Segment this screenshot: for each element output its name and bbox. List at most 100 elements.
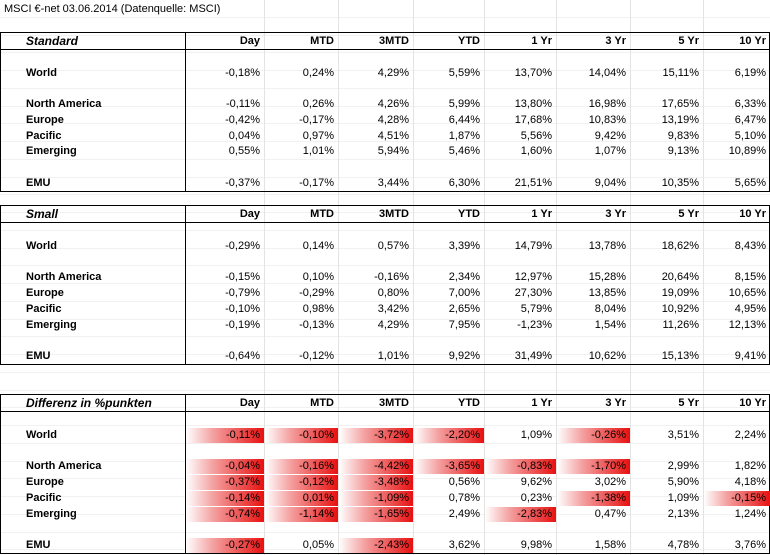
value-cell: 1,01% [377, 350, 409, 362]
value-cell: 9,04% [594, 176, 626, 189]
value-cell: 8,15% [734, 271, 766, 284]
value-cell: 1,01% [302, 145, 334, 158]
row-label: Europe [26, 476, 64, 488]
highlighted-cell: -2,20% [414, 427, 484, 443]
value-cell: 5,79% [520, 302, 552, 315]
column-header: 10 Yr [739, 35, 766, 47]
value-cell: -0,18% [225, 66, 260, 79]
value-cell: 1,24% [734, 507, 766, 520]
value-cell: 14,79% [514, 239, 552, 252]
value-cell: 9,13% [667, 145, 699, 158]
value-cell: -0,16% [374, 271, 409, 284]
value-cell: 5,10% [734, 129, 766, 142]
row-label: Europe [26, 287, 64, 299]
value-cell: 7,00% [448, 287, 480, 299]
value-cell: 3,76% [734, 539, 766, 551]
value-cell: -0,64% [225, 350, 260, 362]
value-cell: 0,47% [594, 507, 626, 520]
value-cell: 21,51% [514, 176, 552, 189]
value-cell: 6,47% [734, 113, 766, 126]
column-header: 3MTD [379, 35, 409, 47]
header-rule [0, 222, 770, 224]
column-header: YTD [458, 35, 480, 47]
value-cell: 5,99% [448, 98, 480, 110]
value-cell: 9,83% [667, 129, 699, 142]
highlighted-cell: -0,16% [265, 459, 338, 475]
row-label: North America [26, 98, 102, 110]
column-header: MTD [310, 35, 334, 47]
column-divider [185, 32, 186, 192]
column-header: Day [239, 35, 260, 47]
highlighted-cell: -3,48% [339, 475, 413, 490]
value-cell: 8,04% [594, 302, 626, 315]
value-cell: 6,33% [734, 98, 766, 110]
value-cell: 17,68% [514, 113, 552, 126]
row-label: World [26, 428, 57, 441]
value-cell: 0,26% [302, 98, 334, 110]
highlighted-cell: -1,09% [339, 490, 413, 506]
row-label: Europe [26, 113, 64, 126]
value-cell: 3,44% [377, 176, 409, 189]
value-cell: 3,51% [667, 428, 699, 441]
value-cell: 10,92% [661, 302, 699, 315]
highlighted-cell: -2,83% [485, 506, 556, 522]
row-label: Emerging [26, 318, 77, 331]
value-cell: 3,39% [448, 239, 480, 252]
highlighted-cell: -1,70% [557, 459, 630, 475]
column-header: 5 Yr [678, 397, 699, 410]
value-cell: 15,28% [588, 271, 626, 284]
column-header: 1 Yr [531, 35, 552, 47]
column-header: 1 Yr [531, 397, 552, 410]
value-cell: 5,56% [520, 129, 552, 142]
value-cell: 0,55% [228, 145, 260, 158]
column-header: 3 Yr [605, 397, 626, 410]
value-cell: -0,12% [299, 350, 334, 362]
value-cell: 17,65% [661, 98, 699, 110]
section-label: Differenz in %punkten [26, 396, 152, 411]
value-cell: 0,04% [228, 129, 260, 142]
value-cell: 15,13% [661, 350, 699, 362]
value-cell: 1,58% [594, 539, 626, 551]
highlighted-cell: -0,83% [485, 459, 556, 475]
value-cell: 1,09% [520, 428, 552, 441]
column-header: Day [239, 397, 260, 410]
value-cell: 0,57% [377, 239, 409, 252]
column-header: 10 Yr [739, 397, 766, 410]
value-cell: 18,62% [661, 239, 699, 252]
section-label: Standard [26, 34, 79, 48]
sheet-title: MSCI €-net 03.06.2014 (Datenquelle: MSCI… [4, 3, 221, 15]
value-cell: -0,29% [225, 239, 260, 252]
column-header: MTD [310, 208, 334, 221]
highlighted-cell: -0,12% [265, 475, 338, 490]
value-cell: 13,70% [514, 66, 552, 79]
row-label: Pacific [26, 491, 62, 504]
value-cell: 9,98% [520, 539, 552, 551]
value-cell: -0,19% [225, 318, 260, 331]
value-cell: 10,65% [728, 287, 766, 299]
value-cell: 1,87% [448, 129, 480, 142]
value-cell: 6,44% [448, 113, 480, 126]
column-header: 5 Yr [678, 208, 699, 221]
highlighted-cell: -0,10% [265, 427, 338, 443]
value-cell: 0,97% [302, 129, 334, 142]
value-cell: -0,15% [225, 271, 260, 284]
highlighted-cell: -0,15% [704, 490, 770, 506]
value-cell: 9,41% [734, 350, 766, 362]
column-header: 1 Yr [531, 208, 552, 221]
column-header: 5 Yr [678, 35, 699, 47]
value-cell: 6,30% [448, 176, 480, 189]
row-label: EMU [26, 350, 51, 362]
value-cell: 9,92% [448, 350, 480, 362]
value-cell: -0,11% [225, 98, 260, 110]
row-label: North America [26, 460, 102, 473]
value-cell: 16,98% [588, 98, 626, 110]
column-header: MTD [310, 397, 334, 410]
value-cell: 4,29% [377, 318, 409, 331]
highlighted-cell: -2,43% [339, 538, 413, 553]
value-cell: 1,07% [594, 145, 626, 158]
row-label: EMU [26, 539, 51, 551]
grid-column [338, 0, 339, 555]
highlighted-cell: -0,26% [557, 427, 630, 443]
value-cell: 2,65% [448, 302, 480, 315]
